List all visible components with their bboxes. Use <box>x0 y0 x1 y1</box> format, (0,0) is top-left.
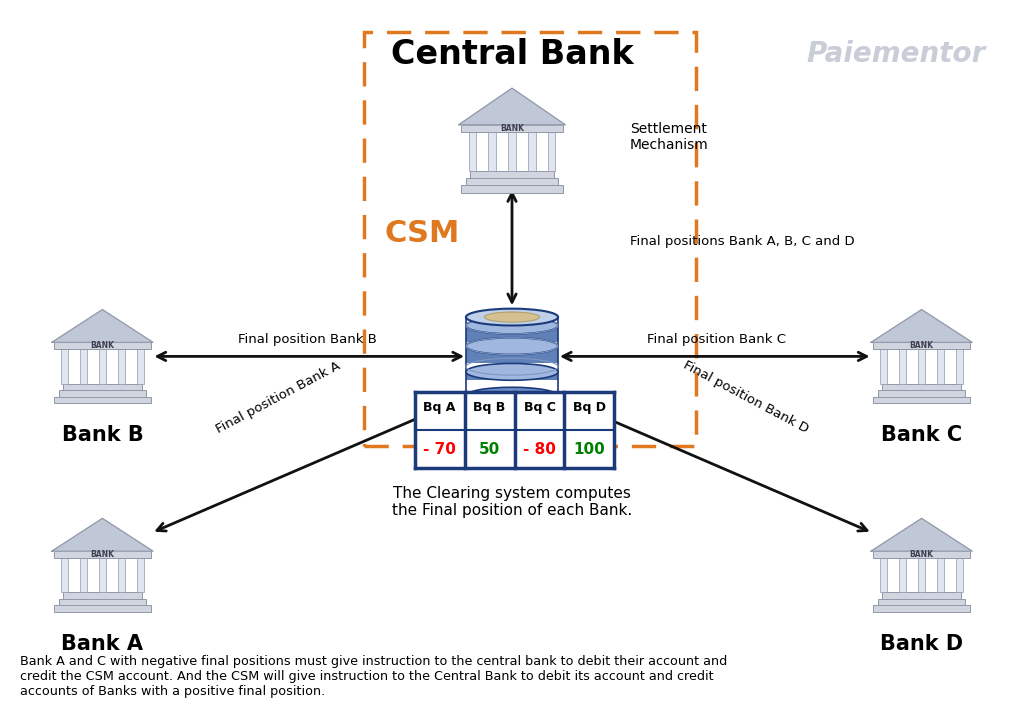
Bar <box>872 606 971 612</box>
Text: BANK: BANK <box>90 341 115 350</box>
Bar <box>549 132 555 171</box>
Bar <box>899 558 906 593</box>
Bar <box>80 558 87 593</box>
Text: Final positions Bank A, B, C and D: Final positions Bank A, B, C and D <box>630 235 854 248</box>
Bar <box>54 552 152 558</box>
Bar <box>956 349 963 384</box>
Text: Bq A: Bq A <box>424 401 456 414</box>
Polygon shape <box>459 88 565 125</box>
Text: BANK: BANK <box>90 550 115 559</box>
Ellipse shape <box>466 338 558 354</box>
Bar <box>872 397 971 403</box>
Bar <box>466 178 558 185</box>
Text: The Clearing system computes
the Final position of each Bank.: The Clearing system computes the Final p… <box>392 486 632 518</box>
Text: Clearing
Mechanism: Clearing Mechanism <box>473 414 551 444</box>
Bar <box>881 558 887 593</box>
Bar <box>466 372 558 380</box>
Bar <box>58 390 146 397</box>
Bar <box>488 132 496 171</box>
Text: - 80: - 80 <box>523 441 556 456</box>
Bar <box>899 349 906 384</box>
Ellipse shape <box>466 364 558 380</box>
Polygon shape <box>52 518 153 552</box>
Bar <box>99 558 105 593</box>
Text: BANK: BANK <box>909 550 934 559</box>
Bar <box>137 349 143 384</box>
Ellipse shape <box>466 317 558 334</box>
Text: - 70: - 70 <box>423 441 456 456</box>
Bar <box>878 599 966 606</box>
Bar <box>937 558 944 593</box>
Bar <box>466 346 558 363</box>
Bar <box>118 349 125 384</box>
Bar <box>415 392 614 468</box>
Bar <box>54 606 152 612</box>
Bar <box>469 132 475 171</box>
Bar <box>470 171 554 178</box>
Text: 50: 50 <box>479 441 501 456</box>
Text: 100: 100 <box>573 441 605 456</box>
Bar <box>528 132 536 171</box>
Bar <box>882 593 962 599</box>
Text: Bank A: Bank A <box>61 634 143 654</box>
Bar <box>509 132 515 171</box>
Text: Bank D: Bank D <box>880 634 964 654</box>
Bar <box>62 384 142 390</box>
Ellipse shape <box>466 309 558 325</box>
Text: BANK: BANK <box>500 124 524 133</box>
Bar <box>937 349 944 384</box>
Bar <box>61 349 68 384</box>
Bar <box>956 558 963 593</box>
Bar <box>872 552 971 558</box>
Text: Bq D: Bq D <box>573 401 606 414</box>
Text: Paiementor: Paiementor <box>806 40 986 68</box>
Text: Central Bank: Central Bank <box>391 37 633 71</box>
Text: Final position Bank B: Final position Bank B <box>238 333 377 346</box>
Bar <box>58 599 146 606</box>
Polygon shape <box>871 518 972 552</box>
Bar <box>62 593 142 599</box>
Bar <box>882 384 962 390</box>
Text: Bq C: Bq C <box>523 401 555 414</box>
Bar <box>54 397 152 403</box>
Bar <box>872 343 971 349</box>
Bar <box>80 349 87 384</box>
Bar <box>881 349 887 384</box>
Text: Final position Bank D: Final position Bank D <box>681 359 810 436</box>
Ellipse shape <box>466 387 558 404</box>
Text: Final position Bank A: Final position Bank A <box>214 359 343 436</box>
Text: Settlement
Mechanism: Settlement Mechanism <box>630 122 709 152</box>
Bar <box>878 390 966 397</box>
Text: Bank A and C with negative final positions must give instruction to the central : Bank A and C with negative final positio… <box>20 655 728 698</box>
Text: Bq B: Bq B <box>473 401 506 414</box>
Polygon shape <box>871 310 972 343</box>
Bar <box>466 325 558 342</box>
Bar <box>54 343 152 349</box>
Bar <box>137 558 143 593</box>
Bar <box>99 349 105 384</box>
Text: Final position Bank C: Final position Bank C <box>647 333 786 346</box>
Text: Bank C: Bank C <box>881 425 963 445</box>
Text: CSM: CSM <box>384 220 460 248</box>
Ellipse shape <box>484 312 540 322</box>
Text: BANK: BANK <box>909 341 934 350</box>
Bar <box>461 125 563 132</box>
Polygon shape <box>52 310 153 343</box>
Bar <box>118 558 125 593</box>
Bar <box>61 558 68 593</box>
Bar <box>919 349 925 384</box>
Bar <box>461 185 563 192</box>
Bar <box>919 558 925 593</box>
Text: Bank B: Bank B <box>61 425 143 445</box>
